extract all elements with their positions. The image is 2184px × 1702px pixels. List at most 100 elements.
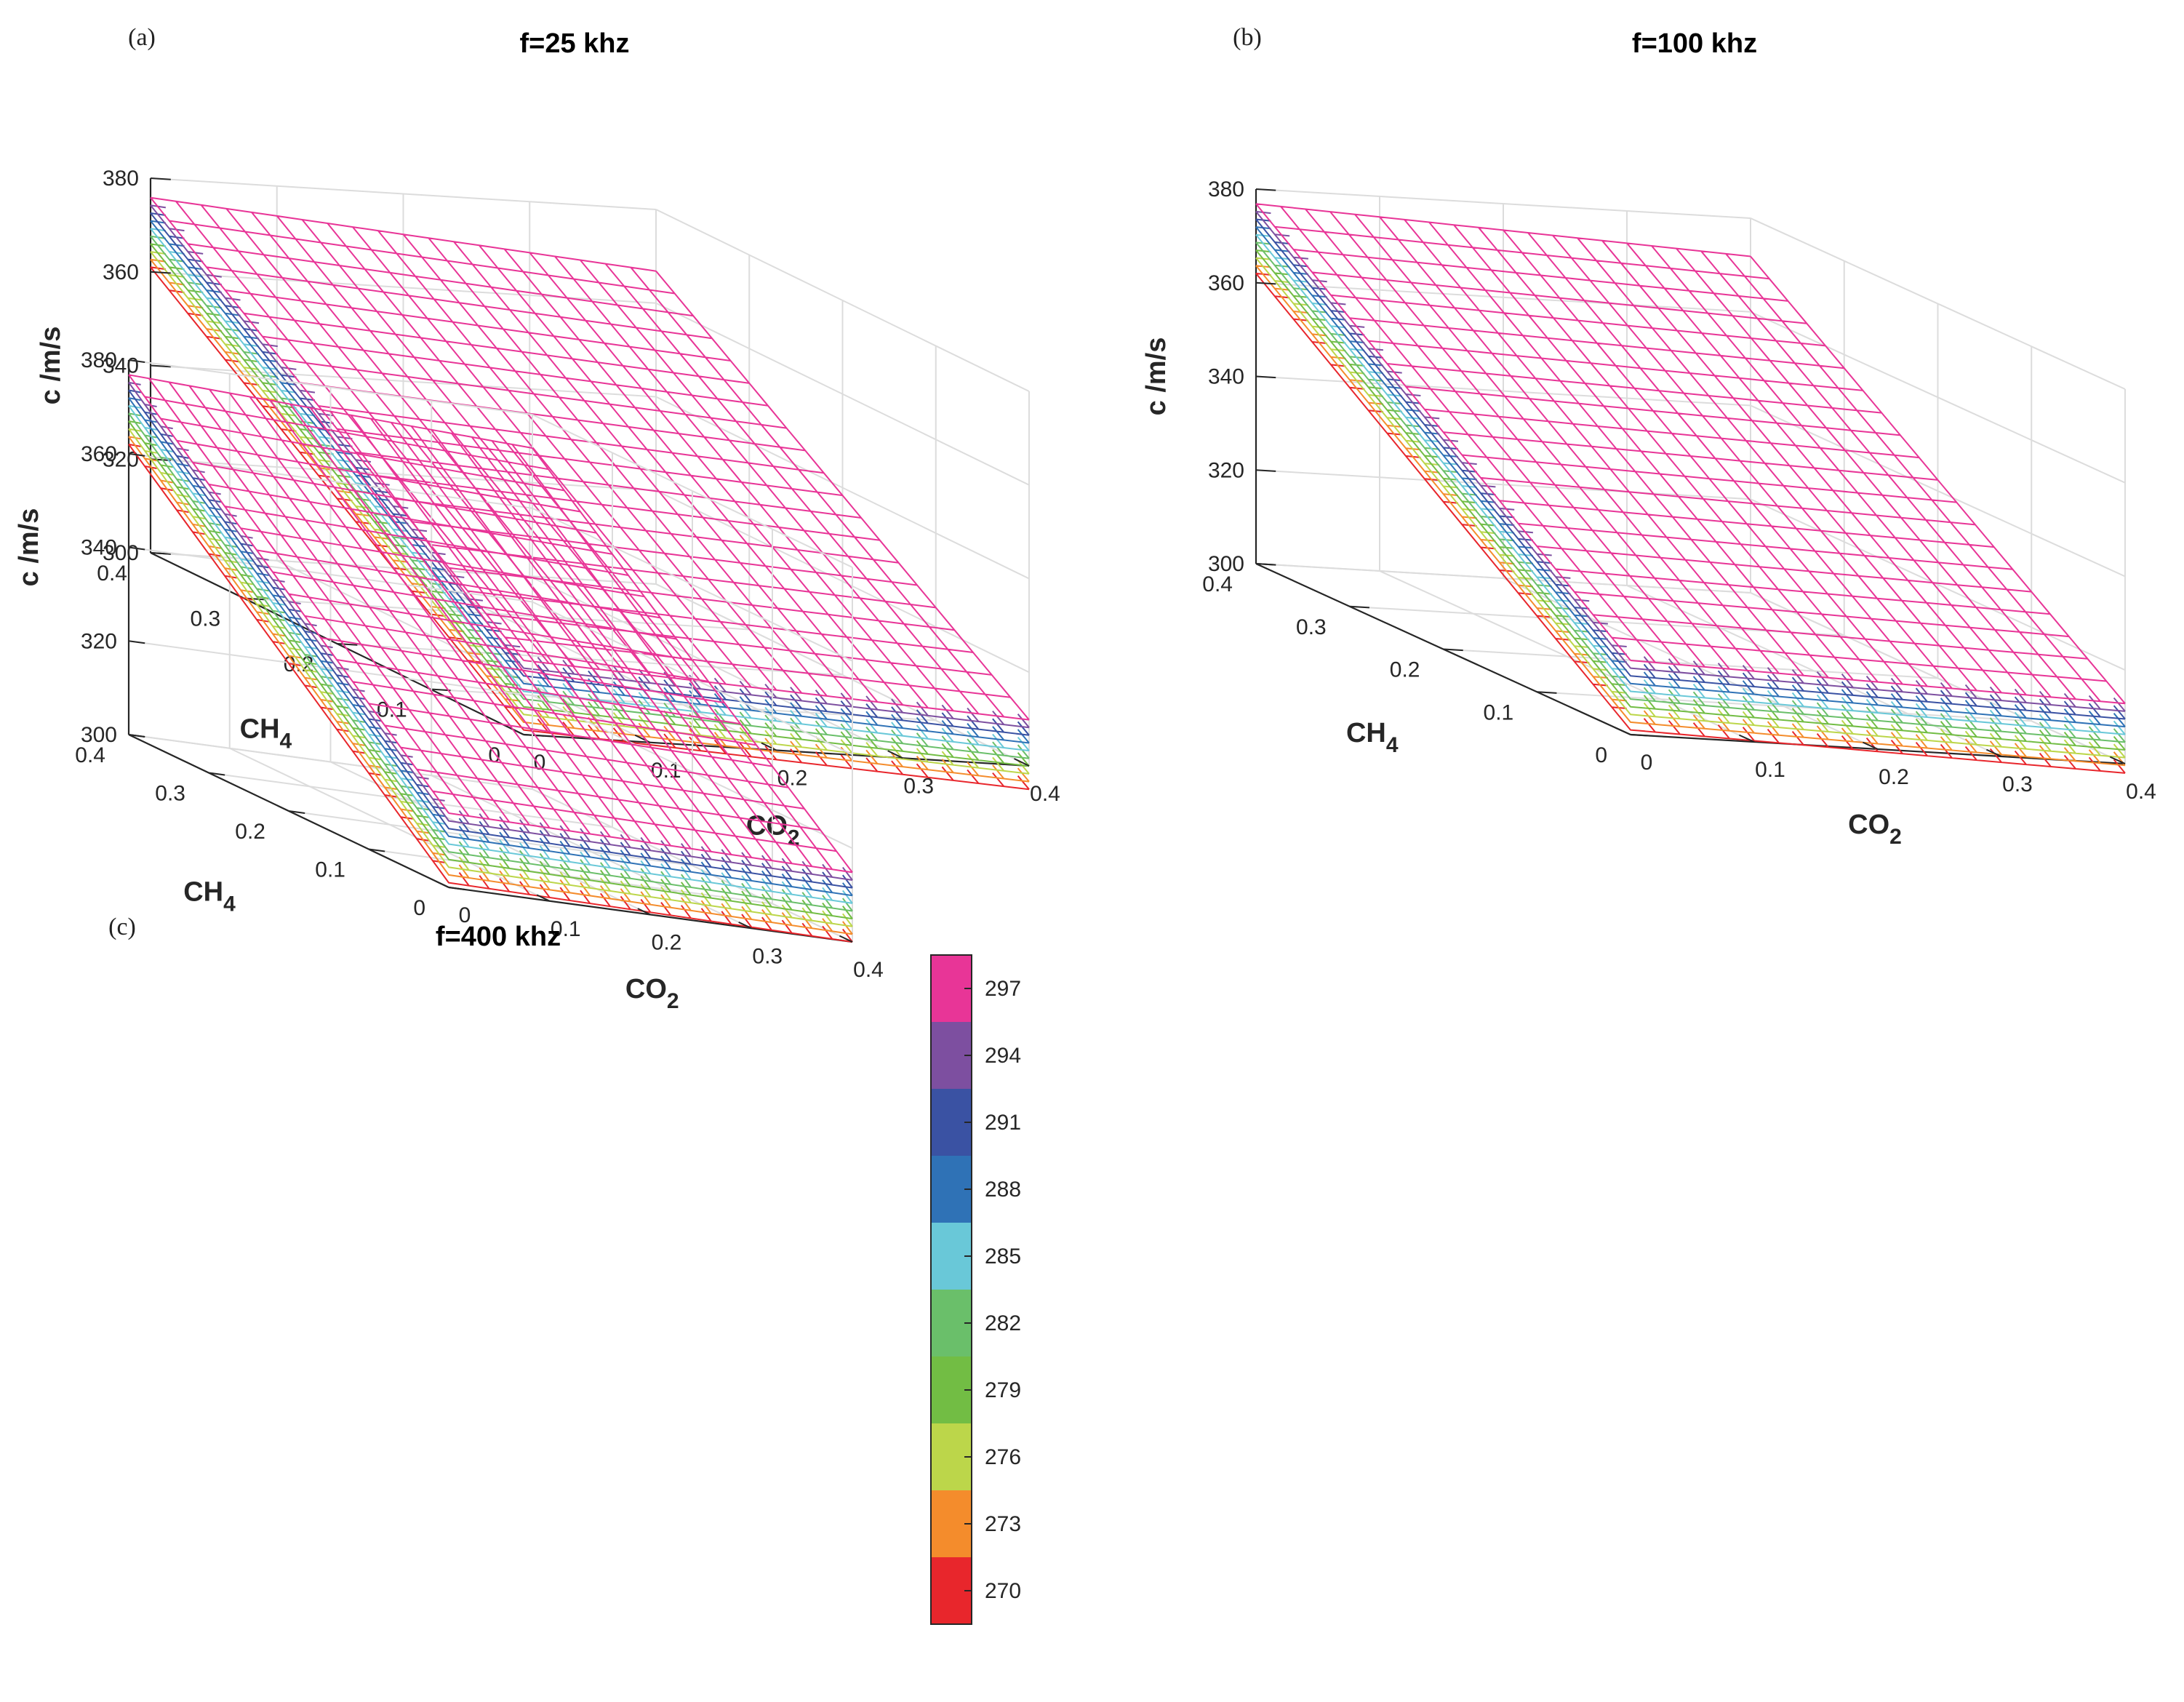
z-tick (1255, 281, 1276, 285)
surface-T285 (1255, 233, 2126, 735)
surface-T276 (1255, 257, 2126, 759)
y-tick-label: 0.4 (1202, 572, 1233, 596)
x-tick-label: 0.3 (752, 944, 783, 968)
grid-lines (150, 177, 1030, 767)
y-tick-label: 0.1 (315, 858, 345, 882)
z-axis-label: c /m/s (1141, 337, 1172, 416)
z-tick-label: 300 (81, 723, 117, 747)
x-axis-label: CO2 (625, 974, 679, 1013)
x-tick-label: 0.3 (2002, 772, 2033, 796)
colorbar: 270 273 276 279 282 285 288 291 294 297 (930, 954, 1021, 1625)
z-tick (128, 359, 145, 363)
z-tick (150, 458, 171, 461)
y-tick (1349, 605, 1370, 609)
x-tick-label: 0.2 (652, 931, 682, 955)
surface-T294 (150, 204, 1030, 729)
y-tick (430, 688, 451, 692)
surface-T297 (1255, 203, 2126, 705)
surfaces (128, 374, 853, 943)
x-tick (634, 734, 651, 743)
z-tick (1255, 188, 1276, 191)
x-tick (508, 727, 524, 735)
z-tick-label: 360 (103, 260, 139, 284)
colorbar-tick-label: 288 (985, 1178, 1021, 1202)
tick-marks (1255, 188, 2126, 764)
x-tick (536, 894, 551, 902)
surface-mesh-top (150, 196, 1030, 721)
surface-mesh-top (1255, 203, 2126, 705)
x-tick-label: 0.4 (853, 958, 884, 982)
surfaces (150, 196, 1030, 791)
x-tick (1014, 758, 1030, 767)
chart-title: f=100 khz (1632, 28, 1757, 59)
y-axis-label: CH4 (183, 877, 236, 916)
z-tick-label: 320 (81, 629, 117, 653)
tick-marks (150, 177, 1030, 767)
x-tick-label: 0.1 (1755, 758, 1785, 782)
x-tick-label: 0.1 (551, 917, 581, 941)
surface-edge (1255, 265, 2126, 767)
y-tick-label: 0.1 (1484, 700, 1514, 724)
y-tick-label: 0.4 (97, 562, 127, 586)
axis-lines (149, 178, 1030, 767)
y-tick (1630, 734, 1651, 737)
y-tick-label: 0 (413, 896, 425, 920)
z-tick (150, 271, 171, 274)
y-tick-label: 0.2 (1390, 658, 1420, 682)
y-tick-label: 0.3 (155, 782, 185, 806)
z-tick (150, 364, 171, 368)
z-tick (150, 552, 171, 555)
x-tick (1615, 727, 1631, 735)
z-tick (1255, 469, 1276, 472)
z-tick-label: 300 (1208, 552, 1244, 576)
colorbar-tick-label: 291 (985, 1111, 1021, 1135)
colorbar-tick-label: 273 (985, 1512, 1021, 1536)
surface-T270 (1255, 272, 2126, 774)
y-tick-label: 0 (1595, 743, 1607, 767)
z-axis-label: c /m/s (14, 508, 44, 587)
y-axis-label: CH4 (1346, 718, 1399, 757)
y-tick-label: 0.3 (191, 607, 221, 631)
z-tick-label: 360 (1208, 271, 1244, 295)
y-tick (368, 848, 385, 852)
surface-mesh-top (128, 374, 853, 874)
chart-title: f=25 khz (519, 28, 629, 59)
z-tick-label: 320 (1208, 458, 1244, 482)
x-tick-label: 0 (1641, 751, 1653, 775)
tick-marks (128, 359, 853, 943)
colorbar-tick-label: 282 (985, 1311, 1021, 1335)
z-tick-label: 300 (103, 541, 139, 565)
z-axis-label: c /m/s (36, 327, 66, 405)
x-tick (887, 750, 903, 759)
surface-T282 (1255, 241, 2126, 743)
y-tick-label: 0.4 (75, 743, 105, 767)
colorbar-tick-label: 270 (985, 1579, 1021, 1603)
z-tick-label: 360 (81, 442, 117, 466)
y-tick-label: 0.3 (1296, 615, 1327, 639)
z-tick (128, 734, 145, 738)
z-tick (1255, 375, 1276, 379)
surface-T294 (1255, 210, 2126, 712)
z-tick (128, 546, 145, 551)
z-tick-label: 340 (1208, 365, 1244, 389)
y-tick (1537, 691, 1557, 694)
z-tick-label: 380 (81, 348, 117, 372)
x-tick-label: 0.3 (903, 774, 934, 798)
surface-T273 (1255, 265, 2126, 767)
z-tick (150, 177, 171, 180)
surface-T279 (1255, 249, 2126, 751)
colorbar-tick-label: 297 (985, 977, 1021, 1001)
y-tick-label: 0.2 (235, 820, 265, 844)
chart-title: f=400 khz (436, 922, 561, 952)
z-tick (128, 452, 145, 457)
x-tick-label: 0.4 (2126, 780, 2156, 804)
tick-labels: 00.10.20.30.400.10.20.30.430032034036038… (75, 348, 884, 982)
surface-edge (1255, 257, 2126, 759)
y-tick (288, 810, 305, 814)
y-tick (448, 887, 465, 890)
subplot-b: 0 0.1 0.2 0.3 0.400.10.20.30.430032034036038… (1141, 24, 2156, 849)
x-axis-label: CO2 (1848, 810, 1902, 849)
y-tick (1443, 648, 1463, 652)
